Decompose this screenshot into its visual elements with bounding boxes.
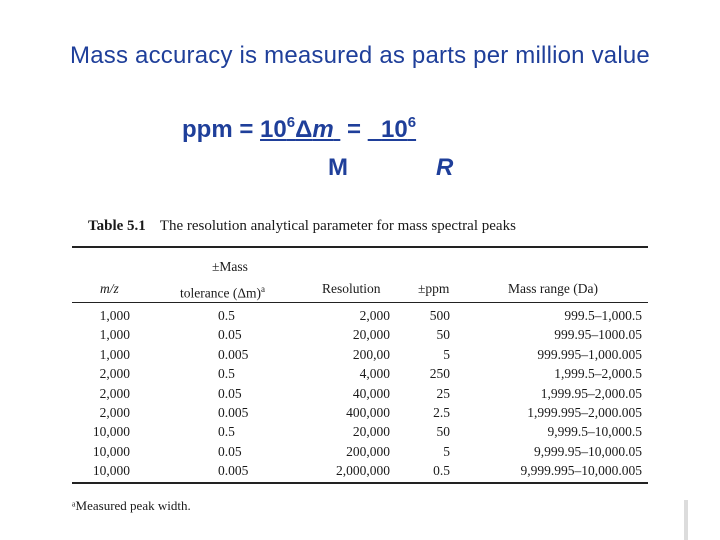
cell-tolerance: 0.05 [218,385,242,401]
cell-mz: 1,000 [99,346,130,362]
cell-ppm: 2.5 [433,405,450,420]
cell-resolution: 200,000 [346,443,390,459]
cell-resolution: 4,000 [359,366,390,382]
formula-numerator-1: 106Δm [260,114,334,143]
cell-ppm: 0.5 [433,463,450,479]
cell-ppm: 5 [443,443,450,459]
formula-numerator-row: ppm = 106Δm = 106 [182,114,417,146]
table-row: 10,000 0.05 200,000 5 9,999.95–10,000.05 [72,444,648,462]
cell-ppm: 50 [436,424,451,440]
table-caption-text: The resolution analytical parameter for … [159,218,516,234]
cell-tolerance: 0.05 [218,327,242,343]
table-header-rule [72,302,648,303]
table-row: 2,000 0.005 400,000 2.5 1,999.995–2,000.005 [72,405,648,423]
cell-ppm: 50 [436,327,451,343]
formula-denominator-1: M [328,154,348,181]
cell-resolution: 400,000 [346,405,390,420]
cell-mz: 2,000 [99,366,130,382]
cell-mass-range: 9,999.995–10,000.005 [520,463,643,479]
cell-ppm: 250 [429,366,450,382]
table-row: 10,000 0.005 2,000,000 0.5 9,999.995–10,000.… [72,463,648,481]
cell-tolerance: 0.5 [218,424,235,440]
cell-mass-range: 999.995–1,000.005 [537,346,642,362]
cell-tolerance: 0.5 [218,308,235,323]
cell-resolution: 2,000 [359,308,390,323]
cell-mass-range: 1,999.995–2,000.005 [527,405,642,420]
cell-mass-range: 9,999.5–10,000.5 [547,424,643,440]
cell-mass-range: 9,999.95–10,000.05 [534,443,642,459]
formula-numerator-2: 106 [381,114,417,143]
cell-tolerance: 0.005 [218,346,249,362]
table-footnote: ᵃMeasured peak width. [72,498,191,513]
cell-tolerance: 0.5 [218,366,235,382]
cell-mz: 10,000 [92,424,130,440]
cell-ppm: 500 [429,308,450,323]
cell-mass-range: 1,999.5–2,000.5 [554,366,642,382]
table-caption-number: Table 5.1 [88,218,146,234]
table-row: 2,000 0.5 4,000 250 1,999.5–2,000.5 [72,366,648,384]
table-row: 2,000 0.05 40,000 25 1,999.95–2,000.05 [72,386,648,404]
table-bottom-rule [72,482,648,484]
cell-mass-range: 1,999.95–2,000.05 [540,385,642,401]
cell-mz: 1,000 [99,327,130,343]
edge-artifact [684,500,688,540]
formula-denominator-2: R [436,154,454,181]
cell-resolution: 20,000 [352,424,390,440]
cell-tolerance: 0.05 [218,443,242,459]
table-row: 1,000 0.5 2,000 500 999.5–1,000.5 [72,308,648,326]
table-caption: Table 5.1 The resolution analytical param… [88,218,516,235]
cell-mass-range: 999.95–1000.05 [554,327,642,343]
header-tolerance-line1: ±Mass [212,259,248,274]
cell-resolution: 20,000 [352,327,390,343]
slide-heading: Mass accuracy is measured as parts per m… [70,42,650,69]
header-mz: m/z [100,281,119,296]
formula-lhs: ppm = [182,116,261,143]
cell-mz: 2,000 [99,385,130,401]
header-resolution: Resolution [322,281,381,296]
cell-mz: 10,000 [92,463,130,479]
table-row: 1,000 0.05 20,000 50 999.95–1000.05 [72,327,648,345]
table-row: 1,000 0.005 200,00 5 999.995–1,000.005 [72,347,648,365]
table-row: 10,000 0.5 20,000 50 9,999.5–10,000.5 [72,424,648,442]
cell-mz: 10,000 [92,443,130,459]
cell-mz: 1,000 [99,308,130,323]
ppm-formula: ppm = 106Δm = 106 M R [182,114,453,181]
cell-mz: 2,000 [99,405,130,420]
cell-mass-range: 999.5–1,000.5 [564,308,642,323]
header-tolerance-line2: tolerance (Δm)a [180,284,266,301]
header-mass-range: Mass range (Da) [508,281,598,296]
cell-tolerance: 0.005 [218,463,249,479]
formula-equals: = [340,116,368,143]
cell-resolution: 40,000 [352,385,390,401]
cell-ppm: 25 [436,385,451,401]
header-ppm: ±ppm [418,281,450,296]
cell-resolution: 2,000,000 [336,463,390,479]
cell-ppm: 5 [443,346,450,362]
cell-tolerance: 0.005 [218,405,249,420]
cell-resolution: 200,00 [352,346,390,362]
table-top-rule [72,246,648,248]
